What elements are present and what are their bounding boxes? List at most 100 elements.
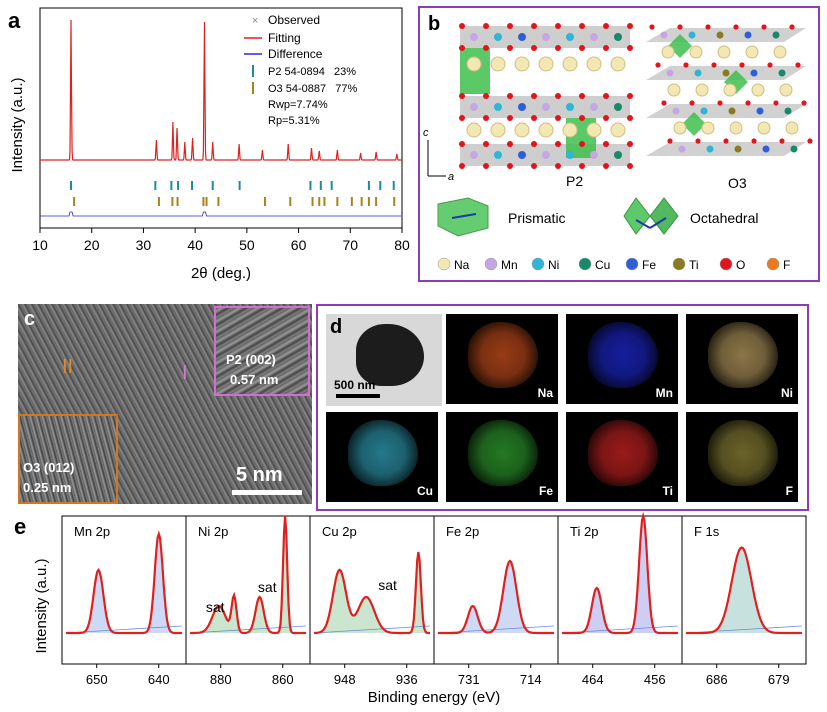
eds-map-label: Cu <box>417 484 433 498</box>
o-atom <box>661 100 667 106</box>
eds-map-na: Na <box>446 314 558 404</box>
o3-inset: O3 (012) 0.25 nm <box>18 414 118 504</box>
na-atom <box>586 122 602 138</box>
eds-map-label: F <box>785 484 793 498</box>
p2-inset-spacing: 0.57 nm <box>230 372 279 387</box>
mn-atom <box>672 107 680 115</box>
xps-f-1s: F 1s 686 679 <box>681 515 807 687</box>
o-atom <box>555 115 561 121</box>
na-atom <box>695 83 709 97</box>
legend-p2: P2 54-0894 23% <box>268 66 356 78</box>
panel-a-ylabel: Intensity (a.u.) <box>9 77 26 172</box>
panel-a-plot-frame <box>39 7 403 229</box>
mn-atom <box>542 103 550 111</box>
x-tick-label: 20 <box>84 237 100 253</box>
xps-frame <box>681 515 807 665</box>
o-atom <box>531 93 537 99</box>
mn-atom <box>542 151 550 159</box>
o-atom <box>531 163 537 169</box>
panel-a-x-axis: 10 20 30 40 50 60 70 80 <box>32 228 410 253</box>
o3-reference-ticks <box>73 197 396 206</box>
o-atom <box>789 24 795 30</box>
legend-mn-label: Mn <box>501 258 518 272</box>
o-atom <box>531 141 537 147</box>
o-atom <box>579 115 585 121</box>
o-atom <box>627 141 633 147</box>
fe-atom <box>744 31 752 39</box>
atom-legend: Na Mn Ni Cu Fe Ti O F <box>437 257 790 272</box>
eds-map-cu: Cu <box>326 412 438 502</box>
ti-atom <box>734 145 742 153</box>
na-atom <box>490 56 506 72</box>
na-atom <box>701 121 715 135</box>
eds-signal <box>348 420 418 486</box>
panel-d-letter: d <box>330 316 343 338</box>
o-atom <box>627 45 633 51</box>
o-atom <box>459 45 465 51</box>
o-atom <box>483 141 489 147</box>
xps-tick-label: 731 <box>458 672 480 687</box>
octahedral-polyhedron-icon <box>623 197 679 235</box>
c-axis-label: c <box>423 127 429 139</box>
panel-a-letter: a <box>8 8 21 33</box>
panel-e-xps-chart: Intensity (a.u.) Binding energy (eV) Mn … <box>33 511 807 706</box>
eds-signal <box>708 322 778 388</box>
legend-fitting: Fitting <box>268 31 301 45</box>
panel-e-letter: e <box>14 514 27 539</box>
ni-atom <box>566 33 574 41</box>
panel-d-eds-maps: d 500 nm Na Mn Ni Cu Fe Ti F <box>316 304 809 511</box>
o-atom <box>483 115 489 121</box>
xps-fit-curve <box>686 546 802 635</box>
o-atom <box>555 45 561 51</box>
na-atom <box>729 121 743 135</box>
p2-label: P2 <box>566 173 583 189</box>
xps-title: Cu 2p <box>322 524 357 539</box>
xps-sat-label: sat <box>206 599 225 615</box>
o-atom <box>555 163 561 169</box>
legend-ni-label: Ni <box>548 258 559 272</box>
legend-fe-label: Fe <box>642 258 656 272</box>
cu-atom <box>614 33 622 41</box>
legend-cu-swatch <box>578 257 592 271</box>
na-atom <box>773 45 787 59</box>
eds-map-ti: Ti <box>566 412 678 502</box>
octahedral-label: Octahedral <box>690 210 758 226</box>
ti-atom <box>722 69 730 77</box>
p2-inset-phase: P2 (002) <box>226 352 276 367</box>
o-atom <box>507 45 513 51</box>
xps-tick-label: 936 <box>396 672 418 687</box>
o3-octahedron <box>682 112 706 136</box>
o-atom <box>627 23 633 29</box>
o-atom <box>751 138 757 144</box>
o-atom <box>723 138 729 144</box>
panel-c-letter: c <box>24 308 36 330</box>
tem-image: d 500 nm <box>326 314 442 406</box>
o-atom <box>483 93 489 99</box>
na-atom <box>538 122 554 138</box>
fe-atom <box>518 33 526 41</box>
legend-observed-marker: × <box>252 15 258 27</box>
xps-component-fill <box>686 547 802 633</box>
eds-map-label: Mn <box>655 386 673 400</box>
x-tick-label: 10 <box>32 237 48 253</box>
xps-title: F 1s <box>694 524 720 539</box>
o-atom <box>459 23 465 29</box>
o3-inset-spacing: 0.25 nm <box>23 480 72 495</box>
eds-map-mn: Mn <box>566 314 678 404</box>
o-atom <box>531 45 537 51</box>
o-atom <box>711 62 717 68</box>
legend-o-swatch <box>719 257 733 271</box>
xps-spectra: Mn 2p 650 640 Ni 2p 880 860 sat sat Cu 2p 948 936 s… <box>61 511 807 687</box>
o-atom <box>507 93 513 99</box>
eds-map-label: Na <box>537 386 553 400</box>
o-atom <box>733 24 739 30</box>
na-atom <box>745 45 759 59</box>
ti-atom <box>716 31 724 39</box>
eds-map-ni: Ni <box>686 314 798 404</box>
panel-b-crystal-structure: b c a P2 O3 Prismatic Octahedral Na Mn Ni C… <box>418 6 820 282</box>
o-atom <box>579 45 585 51</box>
o-atom <box>507 141 513 147</box>
na-atom <box>514 56 530 72</box>
xps-component-fill <box>314 552 430 633</box>
legend-ti-label: Ti <box>689 258 699 272</box>
